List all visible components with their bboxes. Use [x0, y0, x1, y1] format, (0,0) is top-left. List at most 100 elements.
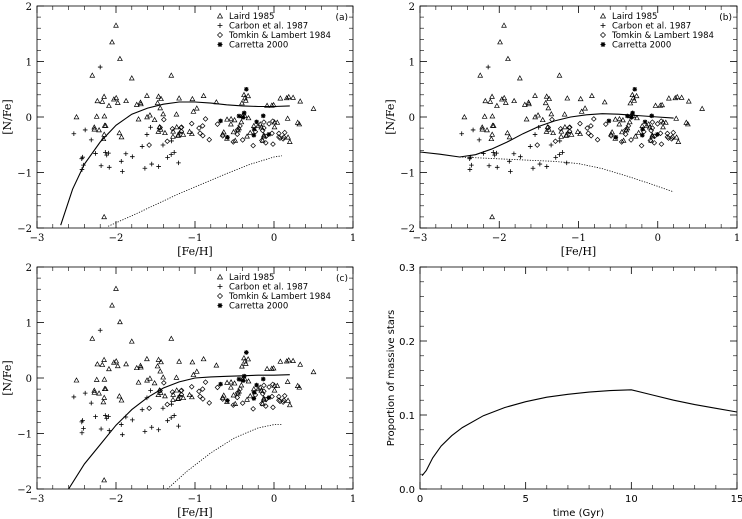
data-point-plus: [494, 165, 500, 170]
data-point-triangle: [91, 124, 98, 130]
data-point-diamond: [169, 126, 176, 132]
data-point-triangle: [174, 395, 181, 401]
data-point-triangle: [99, 361, 106, 367]
legend-marker-triangle: [599, 12, 607, 19]
legend-marker-diamond: [217, 293, 223, 299]
data-point-asterisk: [236, 376, 242, 382]
legend-label: Laird 1985: [229, 12, 274, 22]
data-point-triangle: [93, 376, 100, 382]
data-point-triangle: [123, 97, 129, 104]
data-point-triangle: [118, 397, 125, 403]
data-point-triangle: [542, 99, 549, 106]
data-point-triangle: [525, 99, 532, 105]
data-point-triangle: [101, 477, 108, 483]
y-tick-label: 0.0: [399, 485, 415, 496]
data-point-triangle: [484, 127, 490, 133]
data-point-plus: [144, 132, 150, 137]
legend-marker-diamond: [600, 32, 606, 38]
y-tick-label: −2: [17, 485, 32, 496]
data-point-plus: [537, 161, 543, 167]
data-point-triangle: [106, 102, 112, 108]
data-point-triangle: [101, 93, 107, 99]
data-point-triangle: [228, 115, 234, 122]
data-point-diamond: [259, 400, 265, 407]
legend-label: Carbon et al. 1987: [229, 283, 308, 293]
data-point-triangle: [113, 358, 120, 364]
data-point-diamond: [261, 119, 267, 125]
data-point-triangle: [154, 99, 161, 106]
model-line-dotted: [167, 424, 282, 489]
data-point-diamond: [237, 386, 243, 392]
data-point-triangle: [109, 302, 115, 308]
data-point-triangle: [563, 132, 569, 138]
data-point-diamond: [276, 130, 282, 137]
data-point-triangle: [632, 133, 639, 139]
data-point-triangle: [616, 121, 623, 127]
data-point-triangle: [578, 108, 585, 114]
data-point-diamond: [658, 141, 665, 147]
y-axis-label: Proportion of massive stars: [386, 310, 397, 447]
data-point-triangle: [561, 111, 568, 117]
plot-area: [60, 22, 317, 227]
data-point-diamond: [146, 405, 152, 412]
data-point-triangle: [660, 124, 666, 130]
data-point-triangle: [244, 133, 250, 139]
legend-marker-diamond: [217, 32, 223, 38]
data-point-diamond: [664, 130, 671, 137]
data-point-triangle: [117, 55, 123, 61]
legend-marker-plus: [217, 284, 223, 289]
data-point-diamond: [200, 132, 206, 139]
data-point-diamond: [261, 388, 267, 394]
data-point-triangle: [588, 92, 595, 98]
data-point-triangle: [101, 394, 108, 400]
data-point-plus: [476, 137, 482, 143]
x-tick-label: 1: [734, 233, 740, 244]
data-point-plus: [103, 150, 108, 155]
data-point-triangle: [99, 98, 106, 104]
data-point-plus: [169, 138, 174, 144]
data-point-diamond: [270, 404, 276, 411]
data-point-diamond: [622, 131, 629, 138]
x-tick-label: −3: [413, 233, 428, 244]
data-point-diamond: [625, 123, 632, 129]
data-point-triangle: [173, 111, 180, 117]
data-point-triangle: [157, 104, 164, 111]
model-line-dotted: [107, 155, 282, 227]
x-tick-label: −3: [30, 494, 45, 505]
data-point-plus: [467, 167, 473, 172]
data-point-triangle: [502, 99, 509, 105]
data-point-diamond: [277, 398, 283, 405]
data-point-triangle: [101, 376, 108, 382]
data-point-triangle: [128, 75, 135, 81]
data-point-triangle: [135, 379, 142, 385]
data-point-diamond: [618, 139, 625, 145]
data-point-triangle: [271, 382, 278, 388]
data-point-triangle: [556, 72, 563, 78]
y-tick-label: 0: [409, 113, 415, 124]
data-point-diamond: [638, 142, 645, 149]
data-point-triangle: [582, 105, 588, 111]
data-point-triangle: [224, 116, 230, 122]
data-point-triangle: [516, 75, 523, 81]
data-point-triangle: [672, 94, 679, 101]
data-point-triangle: [231, 380, 238, 386]
data-point-diamond: [591, 116, 597, 122]
data-point-triangle: [286, 138, 293, 144]
data-point-triangle: [245, 356, 252, 362]
y-tick-label: 0: [26, 374, 32, 385]
y-axis-label: [N/Fe]: [1, 99, 14, 134]
data-point-asterisk: [241, 110, 247, 116]
model-line-solid: [68, 374, 290, 489]
data-point-diamond: [658, 118, 665, 124]
data-point-triangle: [245, 92, 252, 99]
data-point-plus: [104, 416, 109, 421]
data-point-triangle: [213, 362, 220, 368]
data-point-triangle: [180, 394, 187, 401]
x-tick-label: −2: [109, 233, 124, 244]
data-point-triangle: [286, 401, 293, 408]
data-point-plus: [148, 124, 153, 130]
data-point-plus: [169, 401, 174, 407]
data-point-triangle: [106, 365, 112, 372]
data-point-triangle: [678, 94, 685, 100]
data-point-triangle: [137, 100, 144, 107]
